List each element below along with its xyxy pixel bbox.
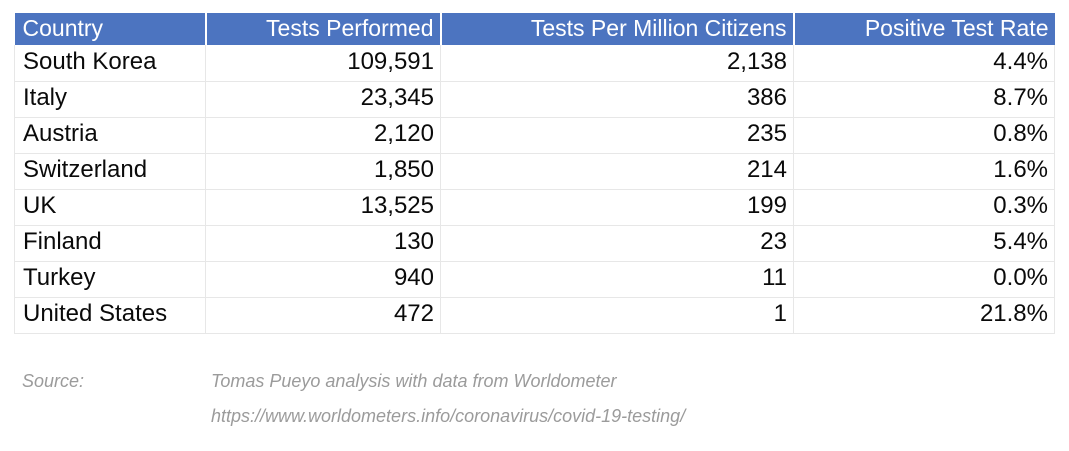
value-cell: 23 xyxy=(440,224,794,262)
table-header-row: Country Tests Performed Tests Per Million … xyxy=(14,13,1055,45)
value-cell: 109,591 xyxy=(205,45,441,82)
value-cell: 21.8% xyxy=(793,296,1055,334)
value-cell: 11 xyxy=(440,260,794,298)
table-row: Austria 2,120 235 0.8% xyxy=(14,116,1055,154)
value-cell: 5.4% xyxy=(793,224,1055,262)
source-url: https://www.worldometers.info/coronaviru… xyxy=(211,405,686,426)
value-cell: 1,850 xyxy=(205,152,441,190)
table-row: Italy 23,345 386 8.7% xyxy=(14,80,1055,118)
country-cell: United States xyxy=(14,296,206,334)
testing-table: Country Tests Performed Tests Per Million … xyxy=(14,13,1055,334)
source-label: Source: xyxy=(22,370,85,391)
header-cell-tests-per-million-citizens: Tests Per Million Citizens xyxy=(440,13,795,45)
value-cell: 8.7% xyxy=(793,80,1055,118)
country-cell: Switzerland xyxy=(14,152,206,190)
value-cell: 4.4% xyxy=(793,45,1055,82)
table-row: Switzerland 1,850 214 1.6% xyxy=(14,152,1055,190)
header-cell-tests-performed: Tests Performed xyxy=(205,13,442,45)
value-cell: 0.3% xyxy=(793,188,1055,226)
header-cell-positive-test-rate: Positive Test Rate xyxy=(793,13,1055,45)
country-cell: Italy xyxy=(14,80,206,118)
value-cell: 386 xyxy=(440,80,794,118)
value-cell: 1.6% xyxy=(793,152,1055,190)
value-cell: 235 xyxy=(440,116,794,154)
table-row: Finland 130 23 5.4% xyxy=(14,224,1055,262)
country-cell: Turkey xyxy=(14,260,206,298)
value-cell: 199 xyxy=(440,188,794,226)
value-cell: 214 xyxy=(440,152,794,190)
source-lines: Tomas Pueyo analysis with data from Worl… xyxy=(211,364,1069,434)
value-cell: 23,345 xyxy=(205,80,441,118)
table-row: United States 472 1 21.8% xyxy=(14,296,1055,334)
table-row: South Korea 109,591 2,138 4.4% xyxy=(14,45,1055,82)
country-cell: Austria xyxy=(14,116,206,154)
slide-table-figure: Country Tests Performed Tests Per Million … xyxy=(0,13,1069,434)
value-cell: 0.0% xyxy=(793,260,1055,298)
source-attribution: Tomas Pueyo analysis with data from Worl… xyxy=(211,370,617,391)
country-cell: UK xyxy=(14,188,206,226)
header-cell-country: Country xyxy=(14,13,207,45)
value-cell: 0.8% xyxy=(793,116,1055,154)
table-row: Turkey 940 11 0.0% xyxy=(14,260,1055,298)
country-cell: Finland xyxy=(14,224,206,262)
value-cell: 940 xyxy=(205,260,441,298)
value-cell: 2,138 xyxy=(440,45,794,82)
value-cell: 130 xyxy=(205,224,441,262)
table-body: South Korea 109,591 2,138 4.4% Italy 23,345 38… xyxy=(14,45,1055,334)
value-cell: 472 xyxy=(205,296,441,334)
value-cell: 1 xyxy=(440,296,794,334)
source-section: Source: Tomas Pueyo analysis with data f… xyxy=(14,364,1069,434)
value-cell: 13,525 xyxy=(205,188,441,226)
value-cell: 2,120 xyxy=(205,116,441,154)
table-row: UK 13,525 199 0.3% xyxy=(14,188,1055,226)
country-cell: South Korea xyxy=(14,45,206,82)
